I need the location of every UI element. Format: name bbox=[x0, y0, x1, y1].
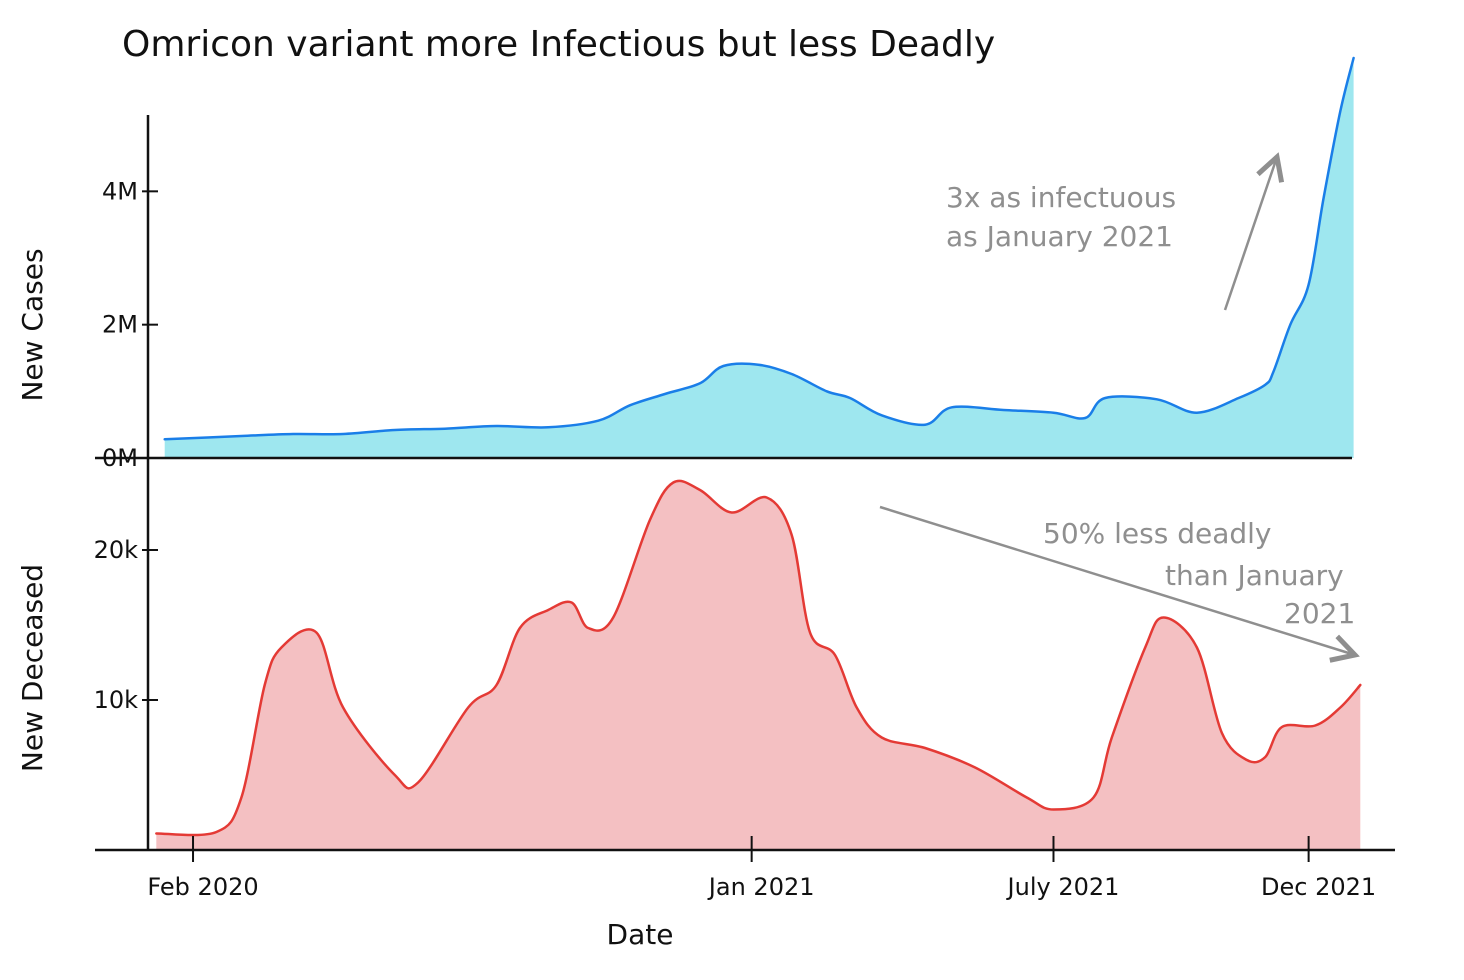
x-tick-label: Dec 2021 bbox=[1261, 873, 1376, 901]
infectious-annotation-line-1: 3x as infectuous bbox=[946, 181, 1176, 214]
deaths-y-axis-label: New Deceased bbox=[16, 564, 49, 772]
x-tick-label: Jan 2021 bbox=[707, 873, 815, 901]
deadly-annotation: 50% less deadly than January 2021 bbox=[879, 505, 1355, 655]
deaths-panel: 10k 20k Feb 2020 Jan 2021 July 2021 Dec 2021 bbox=[94, 479, 1376, 901]
deaths-series-line bbox=[155, 479, 1362, 837]
deaths-area-fill bbox=[156, 480, 1361, 850]
deadly-arrow bbox=[879, 505, 1355, 655]
deadly-annotation-line-3: 2021 bbox=[1284, 597, 1355, 630]
infectious-arrow bbox=[1223, 157, 1277, 311]
cases-y-axis-label: New Cases bbox=[16, 248, 49, 401]
x-tick-label: July 2021 bbox=[1006, 873, 1120, 901]
cases-y-tick-label: 4M bbox=[102, 177, 138, 205]
infectious-annotation: 3x as infectuous as January 2021 bbox=[946, 157, 1277, 311]
cases-y-tick-label: 2M bbox=[102, 311, 138, 339]
deaths-y-tick-label: 20k bbox=[94, 536, 139, 564]
x-axis-label: Date bbox=[607, 918, 674, 951]
infectious-annotation-line-2: as January 2021 bbox=[946, 220, 1173, 253]
cases-series-line bbox=[163, 56, 1355, 441]
x-tick-label: Feb 2020 bbox=[147, 873, 258, 901]
deaths-y-tick-label: 10k bbox=[94, 686, 139, 714]
cases-area-fill bbox=[164, 58, 1354, 458]
deadly-annotation-line-2: than January bbox=[1165, 559, 1344, 592]
deadly-annotation-line-1: 50% less deadly bbox=[1043, 517, 1272, 550]
chart-title: Omricon variant more Infectious but less… bbox=[122, 24, 995, 65]
